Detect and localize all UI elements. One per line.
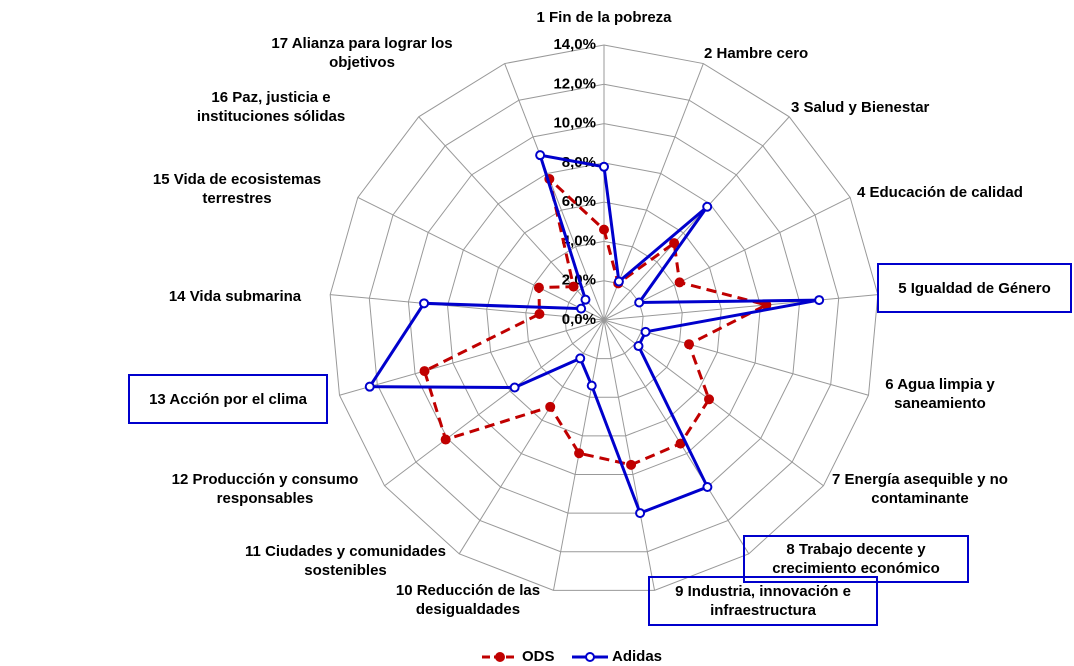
legend-label: ODS bbox=[522, 648, 555, 665]
category-label: 14 Vida submarina bbox=[168, 288, 302, 305]
category-label: 17 Alianza para lograr los objetivos bbox=[271, 35, 453, 71]
data-point bbox=[599, 161, 609, 172]
data-point bbox=[599, 224, 609, 235]
series bbox=[364, 150, 825, 519]
grid-ring bbox=[407, 123, 801, 514]
data-point bbox=[576, 303, 587, 314]
series-line bbox=[422, 174, 771, 467]
data-point bbox=[626, 459, 637, 470]
category-label: 11 Ciudades y comunidades sostenibles bbox=[245, 543, 446, 579]
data-point bbox=[814, 295, 825, 306]
spoke bbox=[603, 294, 878, 321]
data-point bbox=[674, 277, 685, 288]
y-tick-label: 4,0% bbox=[562, 232, 596, 249]
data-point bbox=[509, 382, 520, 393]
data-point bbox=[702, 482, 713, 493]
spoke bbox=[339, 319, 605, 396]
spoke bbox=[603, 319, 656, 591]
grid-ring bbox=[368, 83, 840, 553]
spoke bbox=[504, 63, 605, 321]
legend-label: Adidas bbox=[612, 648, 662, 665]
y-tick-label: 6,0% bbox=[562, 193, 596, 210]
spoke bbox=[603, 196, 851, 321]
legend-marker bbox=[585, 652, 595, 662]
category-label: 2 Hambre cero bbox=[704, 45, 809, 62]
data-point bbox=[640, 326, 651, 337]
data-point bbox=[574, 448, 585, 459]
data-point bbox=[669, 238, 680, 249]
y-tick-label: 0,0% bbox=[562, 311, 596, 328]
grid-ring bbox=[447, 162, 761, 475]
legend-marker bbox=[495, 652, 505, 662]
spoke bbox=[384, 319, 605, 487]
spoke bbox=[603, 116, 790, 321]
spoke bbox=[603, 319, 750, 555]
data-point bbox=[613, 276, 624, 287]
grid-ring bbox=[525, 240, 683, 398]
data-point bbox=[440, 434, 451, 445]
spoke bbox=[330, 294, 605, 321]
category-label: 7 Energía asequible y no contaminante bbox=[832, 471, 1008, 507]
category-label: 5 Igualdad de Género bbox=[877, 263, 1072, 313]
y-tick-label: 10,0% bbox=[553, 115, 596, 132]
data-point bbox=[635, 508, 646, 519]
category-label: 6 Agua limpia y saneamiento bbox=[885, 376, 995, 412]
category-label: 4 Educación de calidad bbox=[857, 184, 1023, 201]
category-label: 9 Industria, innovación e infraestructur… bbox=[648, 576, 878, 626]
y-tick-label: 14,0% bbox=[553, 36, 596, 53]
data-point bbox=[364, 381, 375, 392]
category-label: 3 Salud y Bienestar bbox=[791, 99, 930, 116]
spoke bbox=[357, 196, 605, 321]
data-point bbox=[419, 366, 430, 377]
category-label: 16 Paz, justicia e instituciones sólidas bbox=[196, 89, 346, 125]
data-point bbox=[586, 380, 597, 391]
grid-ring bbox=[486, 201, 722, 437]
grid-ring bbox=[329, 44, 879, 591]
data-point bbox=[534, 309, 545, 320]
category-label: 10 Reducción de las desigualdades bbox=[395, 582, 541, 618]
data-point bbox=[704, 394, 715, 405]
data-point bbox=[545, 401, 556, 412]
category-label: 12 Producción y consumo responsables bbox=[171, 471, 359, 507]
category-label: 15 Vida de ecosistemas terrestres bbox=[152, 171, 322, 207]
data-point bbox=[419, 298, 430, 309]
data-point bbox=[568, 281, 579, 292]
data-point bbox=[575, 353, 586, 364]
data-point bbox=[702, 201, 713, 212]
data-point bbox=[633, 341, 644, 352]
data-point bbox=[684, 339, 695, 350]
data-point bbox=[533, 282, 544, 293]
category-label: 8 Trabajo decente y crecimiento económic… bbox=[743, 535, 969, 583]
y-tick-label: 12,0% bbox=[553, 75, 596, 92]
category-label: 1 Fin de la pobreza bbox=[536, 9, 672, 26]
data-point bbox=[535, 150, 546, 161]
series bbox=[419, 173, 772, 470]
data-point bbox=[580, 294, 591, 305]
category-label: 13 Acción por el clima bbox=[128, 374, 328, 424]
data-point bbox=[634, 297, 645, 308]
